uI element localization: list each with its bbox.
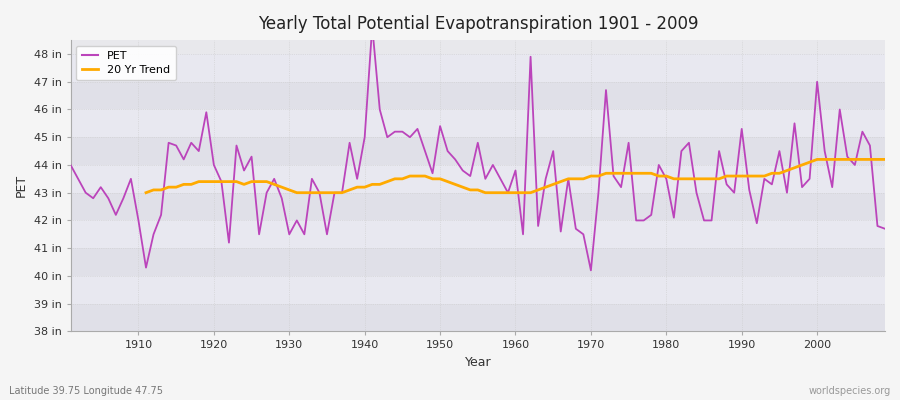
PET [510,168,521,173]
20 Yr Trend [879,157,890,162]
Bar [70,248,885,276]
20 Yr Trend [533,188,544,192]
Legend: PET, 20 Yr Trend: PET, 20 Yr Trend [76,46,176,80]
Line: 20 Yr Trend: 20 Yr Trend [146,160,885,193]
PET [65,162,76,167]
Bar [70,165,885,193]
X-axis label: Year: Year [464,356,491,369]
20 Yr Trend [367,182,378,187]
Text: Latitude 39.75 Longitude 47.75: Latitude 39.75 Longitude 47.75 [9,386,163,396]
20 Yr Trend [314,190,325,195]
Bar [70,137,885,165]
PET [337,190,347,195]
Bar [70,54,885,82]
Y-axis label: PET: PET [15,174,28,197]
PET [367,24,378,29]
20 Yr Trend [140,190,151,195]
PET [518,232,528,237]
Bar [70,276,885,304]
20 Yr Trend [510,190,521,195]
Line: PET: PET [70,26,885,270]
Bar [70,220,885,248]
PET [879,226,890,231]
Text: worldspecies.org: worldspecies.org [809,386,891,396]
PET [292,218,302,223]
Title: Yearly Total Potential Evapotranspiration 1901 - 2009: Yearly Total Potential Evapotranspiratio… [257,15,698,33]
PET [586,268,597,273]
PET [125,176,136,181]
20 Yr Trend [812,157,823,162]
Bar [70,193,885,220]
20 Yr Trend [337,190,347,195]
Bar [70,304,885,332]
Bar [70,82,885,110]
PET [616,185,626,190]
20 Yr Trend [721,174,732,178]
Bar [70,110,885,137]
